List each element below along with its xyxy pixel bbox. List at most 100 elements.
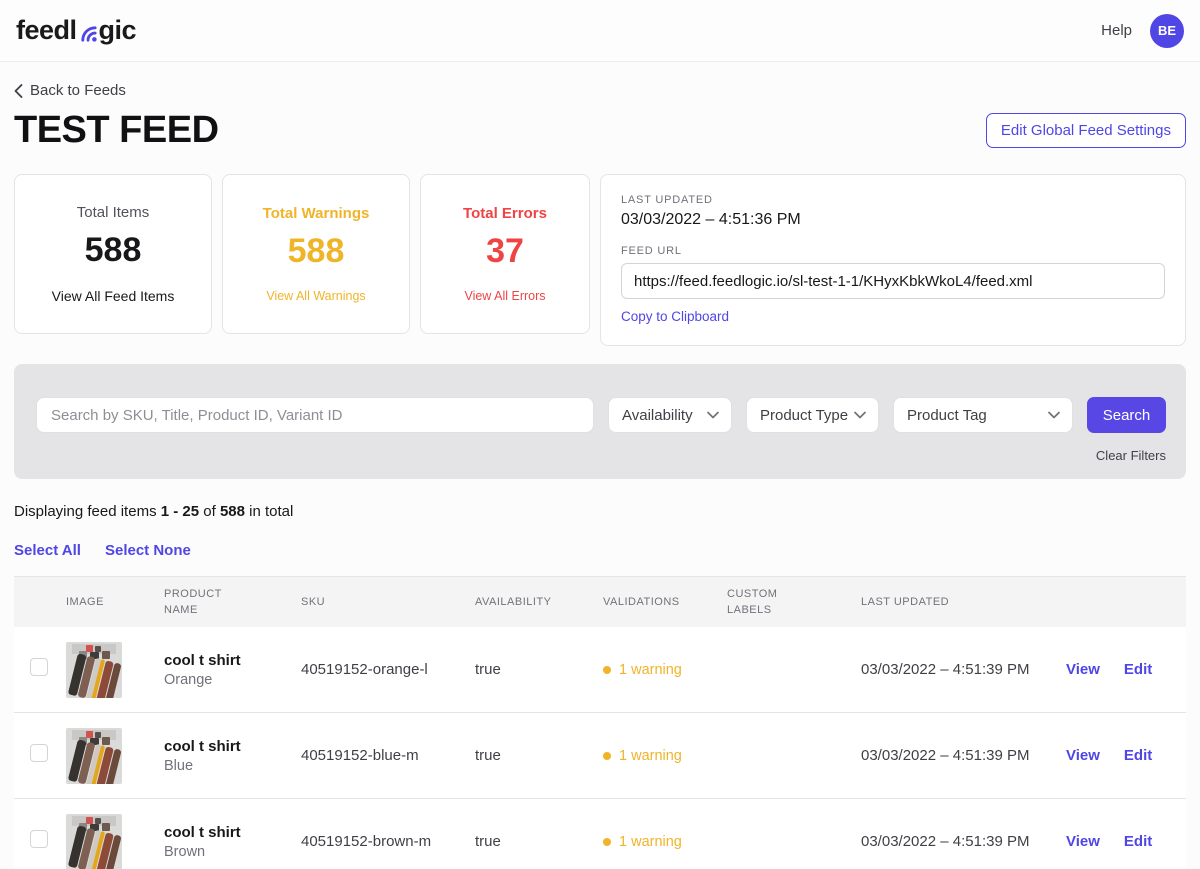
feed-info-panel: LAST UPDATED 03/03/2022 – 4:51:36 PM FEE… bbox=[600, 174, 1186, 346]
last-updated-value: 03/03/2022 – 4:51:36 PM bbox=[621, 211, 1165, 229]
view-all-errors-link[interactable]: View All Errors bbox=[464, 289, 545, 303]
view-all-warnings-link[interactable]: View All Warnings bbox=[266, 289, 365, 303]
row-checkbox[interactable] bbox=[30, 744, 48, 762]
results-summary: Displaying feed items 1 - 25 of 588 in t… bbox=[14, 503, 1186, 520]
validations-cell[interactable]: 1 warning bbox=[603, 748, 727, 764]
feed-url-label: FEED URL bbox=[621, 245, 1165, 257]
product-type-select-label: Product Type bbox=[760, 407, 848, 424]
product-variant: Blue bbox=[164, 758, 301, 774]
edit-link[interactable]: Edit bbox=[1124, 747, 1152, 764]
avatar[interactable]: BE bbox=[1150, 14, 1184, 48]
total-errors-card: Total Errors 37 View All Errors bbox=[420, 174, 590, 334]
results-suffix: in total bbox=[245, 503, 293, 520]
search-input[interactable] bbox=[36, 397, 594, 433]
validations-cell[interactable]: 1 warning bbox=[603, 834, 727, 850]
filter-bar: Availability Product Type Product Tag Se… bbox=[14, 364, 1186, 479]
edit-link[interactable]: Edit bbox=[1124, 661, 1152, 678]
product-type-select[interactable]: Product Type bbox=[746, 397, 879, 433]
total-errors-value: 37 bbox=[486, 232, 524, 271]
product-image bbox=[66, 642, 122, 698]
edit-link[interactable]: Edit bbox=[1124, 833, 1152, 850]
warning-label: 1 warning bbox=[619, 748, 682, 764]
table-row: cool t shirt Orange 40519152-orange-l tr… bbox=[14, 627, 1186, 713]
total-items-card: Total Items 588 View All Feed Items bbox=[14, 174, 212, 334]
product-name: cool t shirt bbox=[164, 824, 301, 841]
sku-value: 40519152-blue-m bbox=[301, 747, 475, 764]
header-sku: SKU bbox=[301, 594, 475, 611]
main-content: Back to Feeds TEST FEED Edit Global Feed… bbox=[0, 82, 1200, 869]
table-row: cool t shirt Blue 40519152-blue-m true 1… bbox=[14, 713, 1186, 799]
back-to-feeds-link[interactable]: Back to Feeds bbox=[14, 82, 126, 99]
product-name: cool t shirt bbox=[164, 738, 301, 755]
last-updated-value: 03/03/2022 – 4:51:39 PM bbox=[861, 833, 1066, 850]
header-custom-labels: CUSTOM LABELS bbox=[727, 586, 861, 619]
help-link[interactable]: Help bbox=[1101, 22, 1132, 39]
warning-label: 1 warning bbox=[619, 834, 682, 850]
total-warnings-card: Total Warnings 588 View All Warnings bbox=[222, 174, 410, 334]
view-link[interactable]: View bbox=[1066, 747, 1100, 764]
stats-row: Total Items 588 View All Feed Items Tota… bbox=[14, 174, 1186, 346]
header-product-name: PRODUCT NAME bbox=[164, 586, 301, 619]
warning-dot-icon bbox=[603, 838, 611, 846]
chevron-down-icon bbox=[707, 411, 719, 419]
copy-to-clipboard-link[interactable]: Copy to Clipboard bbox=[621, 309, 729, 324]
product-variant: Brown bbox=[164, 844, 301, 860]
search-button[interactable]: Search bbox=[1087, 397, 1166, 433]
signal-icon bbox=[79, 24, 98, 43]
warning-label: 1 warning bbox=[619, 662, 682, 678]
select-all-link[interactable]: Select All bbox=[14, 542, 81, 559]
results-prefix: Displaying feed items bbox=[14, 503, 161, 520]
header-last-updated: LAST UPDATED bbox=[861, 594, 1066, 611]
feedlogic-logo[interactable]: feedl gic bbox=[16, 17, 136, 44]
view-link[interactable]: View bbox=[1066, 661, 1100, 678]
logo-text-prefix: feedl bbox=[16, 17, 77, 44]
table-row: cool t shirt Brown 40519152-brown-m true… bbox=[14, 799, 1186, 869]
results-of: of bbox=[199, 503, 220, 520]
total-errors-label: Total Errors bbox=[463, 205, 547, 222]
total-items-label: Total Items bbox=[77, 204, 150, 221]
table-body: cool t shirt Orange 40519152-orange-l tr… bbox=[14, 627, 1186, 869]
results-total: 588 bbox=[220, 503, 245, 520]
chevron-down-icon bbox=[854, 411, 866, 419]
last-updated-label: LAST UPDATED bbox=[621, 194, 1165, 206]
availability-select-label: Availability bbox=[622, 407, 693, 424]
view-all-feed-items-link[interactable]: View All Feed Items bbox=[52, 288, 175, 304]
clear-filters-link[interactable]: Clear Filters bbox=[1096, 448, 1166, 463]
results-range: 1 - 25 bbox=[161, 503, 199, 520]
product-tag-select[interactable]: Product Tag bbox=[893, 397, 1073, 433]
product-image bbox=[66, 814, 122, 869]
view-link[interactable]: View bbox=[1066, 833, 1100, 850]
product-variant: Orange bbox=[164, 672, 301, 688]
feed-url-input[interactable] bbox=[621, 263, 1165, 299]
chevron-left-icon bbox=[14, 84, 23, 98]
top-bar: feedl gic Help BE bbox=[0, 0, 1200, 62]
sku-value: 40519152-brown-m bbox=[301, 833, 475, 850]
page-title: TEST FEED bbox=[14, 109, 219, 152]
product-image bbox=[66, 728, 122, 784]
total-warnings-value: 588 bbox=[288, 232, 345, 271]
feed-items-table: IMAGE PRODUCT NAME SKU AVAILABILITY VALI… bbox=[14, 576, 1186, 869]
chevron-down-icon bbox=[1048, 411, 1060, 419]
sku-value: 40519152-orange-l bbox=[301, 661, 475, 678]
last-updated-value: 03/03/2022 – 4:51:39 PM bbox=[861, 661, 1066, 678]
breadcrumb-label: Back to Feeds bbox=[30, 82, 126, 99]
warning-dot-icon bbox=[603, 666, 611, 674]
header-availability: AVAILABILITY bbox=[475, 594, 603, 611]
availability-value: true bbox=[475, 661, 603, 678]
select-none-link[interactable]: Select None bbox=[105, 542, 191, 559]
availability-value: true bbox=[475, 747, 603, 764]
product-tag-select-label: Product Tag bbox=[907, 407, 987, 424]
header-image: IMAGE bbox=[66, 594, 164, 611]
row-checkbox[interactable] bbox=[30, 830, 48, 848]
warning-dot-icon bbox=[603, 752, 611, 760]
total-items-value: 588 bbox=[85, 231, 142, 270]
total-warnings-label: Total Warnings bbox=[263, 205, 370, 222]
edit-global-feed-settings-button[interactable]: Edit Global Feed Settings bbox=[986, 113, 1186, 148]
last-updated-value: 03/03/2022 – 4:51:39 PM bbox=[861, 747, 1066, 764]
validations-cell[interactable]: 1 warning bbox=[603, 662, 727, 678]
availability-select[interactable]: Availability bbox=[608, 397, 732, 433]
logo-text-suffix: gic bbox=[99, 17, 137, 44]
product-name: cool t shirt bbox=[164, 652, 301, 669]
row-checkbox[interactable] bbox=[30, 658, 48, 676]
table-header-row: IMAGE PRODUCT NAME SKU AVAILABILITY VALI… bbox=[14, 577, 1186, 627]
